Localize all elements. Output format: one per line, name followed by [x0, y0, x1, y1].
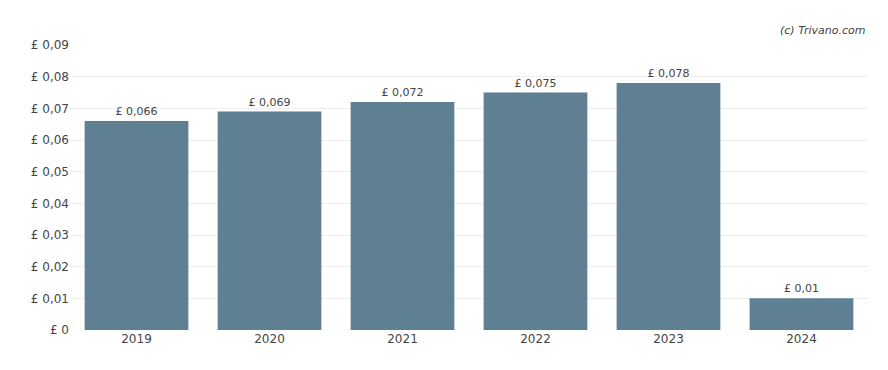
svg-text:2020: 2020: [254, 332, 285, 346]
svg-text:£ 0,09: £ 0,09: [31, 38, 69, 52]
svg-text:£ 0,069: £ 0,069: [249, 96, 291, 109]
svg-text:2019: 2019: [121, 332, 152, 346]
svg-text:£ 0,07: £ 0,07: [31, 102, 69, 116]
svg-text:2022: 2022: [520, 332, 551, 346]
svg-text:£ 0,04: £ 0,04: [31, 197, 69, 211]
svg-text:£ 0,02: £ 0,02: [31, 260, 69, 274]
svg-text:2023: 2023: [653, 332, 684, 346]
svg-text:2021: 2021: [387, 332, 418, 346]
svg-text:£ 0,01: £ 0,01: [31, 292, 69, 306]
svg-text:£ 0,066: £ 0,066: [116, 105, 158, 118]
svg-text:£ 0,06: £ 0,06: [31, 133, 69, 147]
svg-text:£ 0,05: £ 0,05: [31, 165, 69, 179]
svg-text:£ 0,03: £ 0,03: [31, 228, 69, 242]
svg-text:£ 0,078: £ 0,078: [648, 67, 690, 80]
svg-text:£ 0: £ 0: [50, 323, 69, 337]
svg-text:£ 0,08: £ 0,08: [31, 70, 69, 84]
svg-text:(c) Trivano.com: (c) Trivano.com: [780, 24, 866, 37]
svg-text:£ 0,075: £ 0,075: [515, 77, 557, 90]
svg-text:£ 0,01: £ 0,01: [784, 282, 819, 295]
svg-text:2024: 2024: [786, 332, 817, 346]
svg-text:£ 0,072: £ 0,072: [382, 86, 424, 99]
